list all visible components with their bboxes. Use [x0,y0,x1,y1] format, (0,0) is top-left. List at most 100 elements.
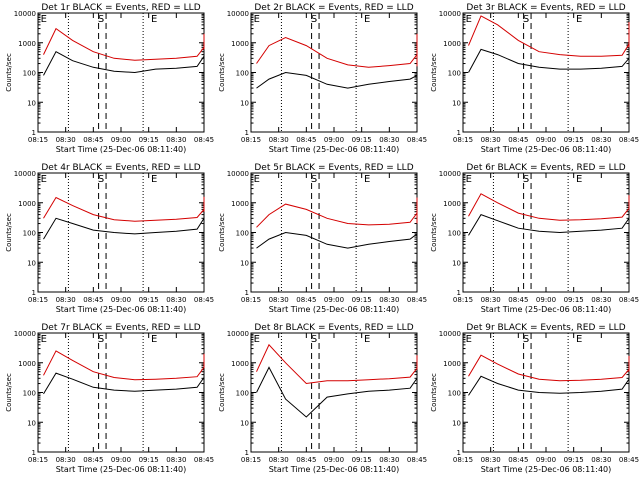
event-marker-label: E [576,14,582,25]
x-tick-label: 08:15 [453,136,473,144]
y-axis-title: Counts/sec [218,213,226,252]
x-axis-title: Start Time (25-Dec-06 08:11:40) [269,305,400,314]
x-tick-label: 08:30 [591,136,611,144]
y-axis-title: Counts/sec [430,213,438,252]
x-tick-label: 08:15 [28,136,48,144]
y-tick-label: 10000 [14,330,36,338]
y-tick-label: 100 [23,390,36,398]
event-marker-label: E [254,174,260,185]
x-axis-title: Start Time (25-Dec-06 08:11:40) [56,465,187,474]
event-marker-label: E [41,174,47,185]
series-line-lld [43,27,205,61]
series-line-lld [256,33,418,68]
x-tick-label: 08:30 [166,136,186,144]
y-tick-label: 100 [236,230,249,238]
series-line-lld [256,343,418,385]
event-marker-label: E [576,334,582,345]
x-tick-label: 08:30 [56,296,76,304]
event-marker-label: E [466,174,472,185]
y-tick-label: 1 [32,449,36,457]
x-axis-title: Start Time (25-Dec-06 08:11:40) [56,145,187,154]
y-tick-label: 100 [23,230,36,238]
event-marker-label: E [254,14,260,25]
x-tick-label: 08:30 [269,136,289,144]
x-tick-label: 08:45 [407,136,427,144]
x-axis-title: Start Time (25-Dec-06 08:11:40) [481,465,612,474]
panel-title: Det 1r BLACK = Events, RED = LLD [41,3,200,13]
y-axis-title: Counts/sec [5,53,13,92]
panel-det-8: Det 8r BLACK = Events, RED = LLD 1 10 100 10… [218,323,427,474]
x-axis-title: Start Time (25-Dec-06 08:11:40) [481,145,612,154]
x-tick-label: 09:00 [536,136,556,144]
x-tick-label: 08:30 [591,456,611,464]
y-tick-label: 1000 [18,200,36,208]
y-axis-title: Counts/sec [5,373,13,412]
y-tick-label: 1000 [18,360,36,368]
x-tick-label: 08:30 [166,296,186,304]
panel-det-9: Det 9r BLACK = Events, RED = LLD 1 10 100 10… [430,323,639,474]
panel-title: Det 6r BLACK = Events, RED = LLD [466,163,625,173]
series-line-events [43,211,205,240]
y-tick-label: 1000 [231,360,249,368]
plot-frame [250,332,418,453]
x-tick-label: 08:30 [56,456,76,464]
y-tick-label: 1 [245,449,249,457]
x-axis-title: Start Time (25-Dec-06 08:11:40) [269,145,400,154]
y-tick-label: 1 [457,289,461,297]
y-tick-label: 1 [457,449,461,457]
panel-det-1: Det 1r BLACK = Events, RED = LLD 1 10 100 10… [5,3,214,154]
plot-frame [462,172,630,293]
panel-title: Det 3r BLACK = Events, RED = LLD [466,3,625,13]
x-tick-label: 09:00 [536,456,556,464]
x-tick-label: 09:00 [324,296,344,304]
y-tick-label: 10000 [227,10,249,18]
y-tick-label: 10 [240,419,249,427]
series-line-lld [43,350,205,381]
panel-det-2: Det 2r BLACK = Events, RED = LLD 1 10 100 10… [218,3,427,154]
event-marker-label: S [311,334,317,345]
x-tick-label: 08:45 [619,296,639,304]
panel-title: Det 4r BLACK = Events, RED = LLD [41,163,200,173]
x-tick-label: 08:15 [453,296,473,304]
y-tick-label: 1000 [231,40,249,48]
x-tick-label: 08:30 [166,456,186,464]
y-axis-title: Counts/sec [218,53,226,92]
x-tick-label: 08:45 [83,136,103,144]
x-tick-label: 08:15 [28,296,48,304]
x-axis-title: Start Time (25-Dec-06 08:11:40) [56,305,187,314]
event-marker-label: E [364,174,370,185]
panel-det-5: Det 5r BLACK = Events, RED = LLD 1 10 100 10… [218,163,427,314]
event-marker-label: E [254,334,260,345]
y-tick-label: 10000 [227,330,249,338]
event-marker-label: S [311,14,317,25]
y-tick-label: 10000 [14,10,36,18]
panel-det-6: Det 6r BLACK = Events, RED = LLD 1 10 100 10… [430,163,639,314]
y-tick-label: 100 [236,390,249,398]
y-tick-label: 100 [448,390,461,398]
x-tick-label: 09:15 [564,136,584,144]
y-tick-label: 10000 [14,170,36,178]
y-tick-label: 1000 [231,200,249,208]
series-line-lld [468,15,630,57]
x-tick-label: 08:45 [508,136,528,144]
plot-frame [37,332,205,453]
event-marker-label: E [466,14,472,25]
y-tick-label: 100 [448,70,461,78]
x-tick-label: 09:00 [536,296,556,304]
x-tick-label: 09:00 [324,136,344,144]
series-line-events [468,371,630,396]
x-tick-label: 09:15 [139,456,159,464]
series-line-events [256,67,418,89]
x-tick-label: 08:45 [83,456,103,464]
y-axis-title: Counts/sec [218,373,226,412]
x-tick-label: 08:45 [407,296,427,304]
x-tick-label: 09:15 [139,136,159,144]
x-tick-label: 08:45 [194,296,214,304]
panel-det-4: Det 4r BLACK = Events, RED = LLD 1 10 100 10… [5,163,214,314]
x-tick-label: 08:45 [83,296,103,304]
panel-det-3: Det 3r BLACK = Events, RED = LLD 1 10 100 10… [430,3,639,154]
x-tick-label: 09:15 [564,456,584,464]
y-tick-label: 1000 [443,360,461,368]
panel-det-7: Det 7r BLACK = Events, RED = LLD 1 10 100 10… [5,323,214,474]
